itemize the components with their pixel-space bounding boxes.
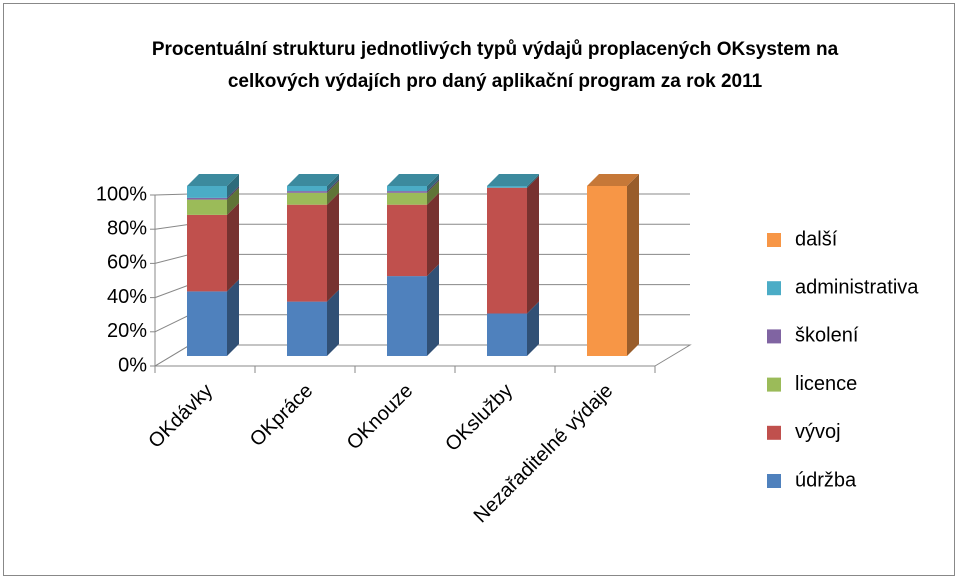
legend-swatch bbox=[767, 329, 781, 344]
bar-segment-side bbox=[627, 174, 639, 356]
bar-segment-side bbox=[327, 180, 339, 205]
bar-segment-side bbox=[427, 180, 439, 205]
bar-segment-side bbox=[427, 179, 439, 193]
legend-label: školení bbox=[795, 325, 859, 347]
legend-label: administrativa bbox=[795, 276, 919, 298]
bar-segment bbox=[387, 192, 427, 205]
bar-segment bbox=[287, 192, 327, 205]
bar-segment bbox=[387, 191, 427, 193]
bar-segment bbox=[487, 187, 527, 314]
bar-segment-side bbox=[327, 192, 339, 302]
bar-segment-side bbox=[227, 174, 239, 198]
bar-segment bbox=[187, 197, 227, 200]
bar-segment-side bbox=[327, 179, 339, 193]
bar-top bbox=[387, 174, 439, 186]
legend-swatch bbox=[767, 233, 781, 247]
bar-segment bbox=[487, 186, 527, 188]
bar-segment-side bbox=[327, 174, 339, 192]
bar-segment-side bbox=[227, 187, 239, 215]
bar-segment bbox=[387, 186, 427, 192]
bar-segment bbox=[287, 191, 327, 193]
legend-label: licence bbox=[795, 373, 857, 395]
y-tick-label: 60% bbox=[107, 252, 147, 274]
chart-title: Procentuální strukturu jednotlivých typů… bbox=[151, 39, 839, 92]
bar-segment-side bbox=[527, 301, 539, 356]
bar-segment bbox=[187, 186, 227, 198]
bar-top bbox=[287, 174, 339, 186]
bar-segment-side bbox=[527, 175, 539, 314]
y-tick-label: 40% bbox=[107, 286, 147, 308]
bar-segment bbox=[187, 199, 227, 215]
bar-segment bbox=[487, 313, 527, 356]
bar-segment bbox=[387, 276, 427, 356]
y-tick-label: 80% bbox=[107, 217, 147, 239]
bar-top bbox=[487, 174, 539, 186]
bar-segment bbox=[587, 186, 627, 356]
y-tick-label: 20% bbox=[107, 320, 147, 342]
bar-segment-side bbox=[527, 174, 539, 188]
legend-label: vývoj bbox=[795, 421, 841, 443]
bar-segment bbox=[387, 204, 427, 277]
legend-label: další bbox=[795, 228, 838, 250]
bar-top bbox=[187, 174, 239, 186]
bar-segment bbox=[287, 186, 327, 192]
legend-label: údržba bbox=[795, 469, 857, 491]
bar-segment bbox=[187, 214, 227, 292]
bar-segment-side bbox=[227, 185, 239, 200]
chart-border bbox=[3, 3, 955, 576]
bar-segment bbox=[287, 301, 327, 356]
bar-segment-side bbox=[327, 289, 339, 356]
bar-segment-side bbox=[427, 192, 439, 277]
y-tick-label: 0% bbox=[118, 354, 147, 376]
bar-segment-side bbox=[427, 174, 439, 192]
bar-segment bbox=[187, 291, 227, 356]
legend-swatch bbox=[767, 377, 781, 392]
bar-segment-side bbox=[227, 279, 239, 356]
legend-swatch bbox=[767, 474, 781, 488]
legend-swatch bbox=[767, 281, 781, 296]
bar-segment-side bbox=[227, 202, 239, 292]
bar-top bbox=[587, 174, 639, 186]
bar-segment bbox=[287, 204, 327, 302]
y-tick-label: 100% bbox=[96, 183, 147, 205]
legend-swatch bbox=[767, 425, 781, 440]
bar-segment-side bbox=[427, 264, 439, 356]
